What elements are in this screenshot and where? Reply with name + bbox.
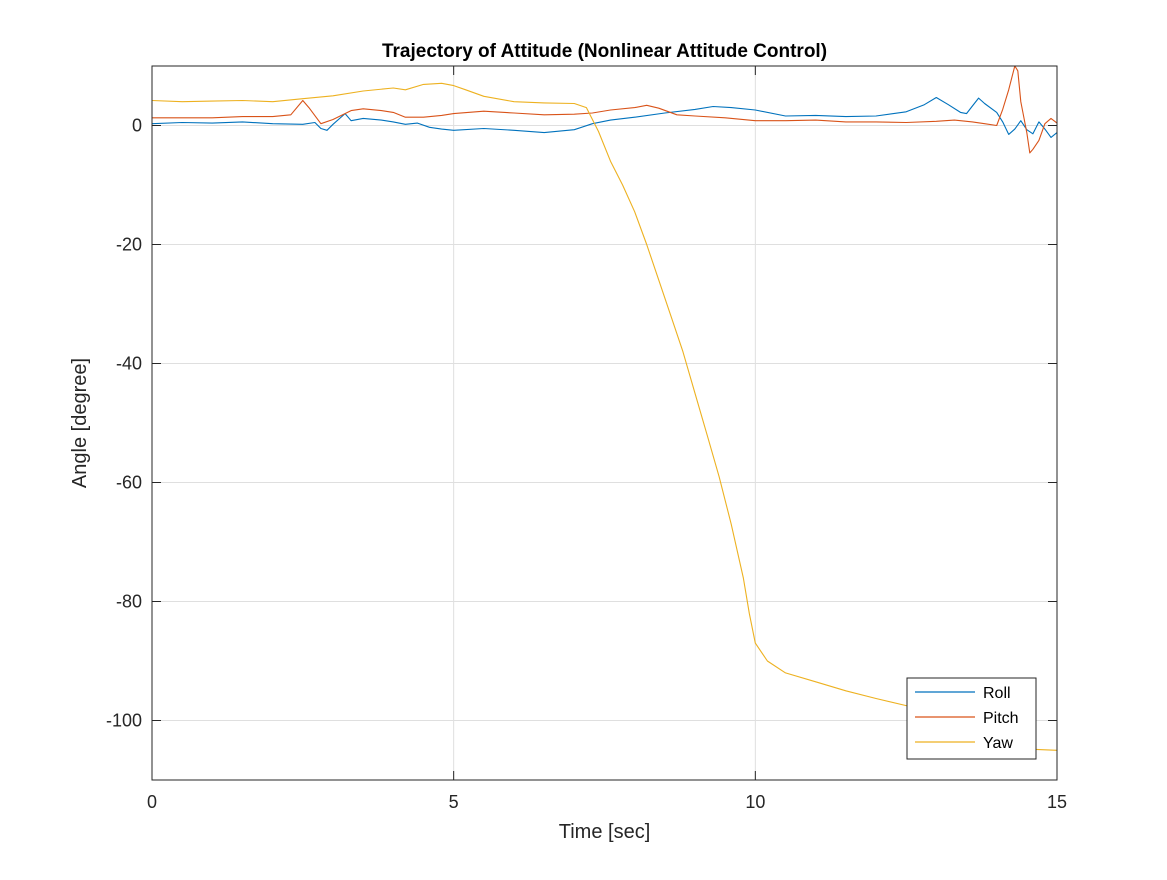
y-tick-label: -20 (116, 235, 142, 255)
x-axis-label: Time [sec] (559, 821, 651, 843)
y-tick-label: -40 (116, 354, 142, 374)
legend-label-roll: Roll (983, 685, 1011, 702)
legend-label-yaw: Yaw (983, 735, 1013, 752)
x-tick-label: 15 (1047, 792, 1067, 812)
y-tick-label: -80 (116, 592, 142, 612)
y-axis-label: Angle [degree] (69, 358, 91, 488)
x-tick-label: 0 (147, 792, 157, 812)
legend: Roll Pitch Yaw (906, 677, 1037, 760)
axis-ticks: 0 5 10 15 -100 -80 -60 -40 -20 0 (106, 66, 1067, 812)
grid (151, 66, 1058, 780)
series-line-roll (152, 96, 1057, 138)
y-tick-label: 0 (132, 116, 142, 136)
series-line-pitch (152, 66, 1057, 154)
series-line-yaw (152, 82, 1057, 751)
y-tick-label: -60 (116, 473, 142, 493)
axes-frame (151, 65, 1058, 781)
chart-title: Trajectory of Attitude (Nonlinear Attitu… (382, 41, 827, 62)
series-lines (152, 66, 1057, 751)
y-tick-label: -100 (106, 711, 142, 731)
x-tick-label: 5 (449, 792, 459, 812)
legend-label-pitch: Pitch (983, 710, 1019, 727)
x-tick-label: 10 (745, 792, 765, 812)
